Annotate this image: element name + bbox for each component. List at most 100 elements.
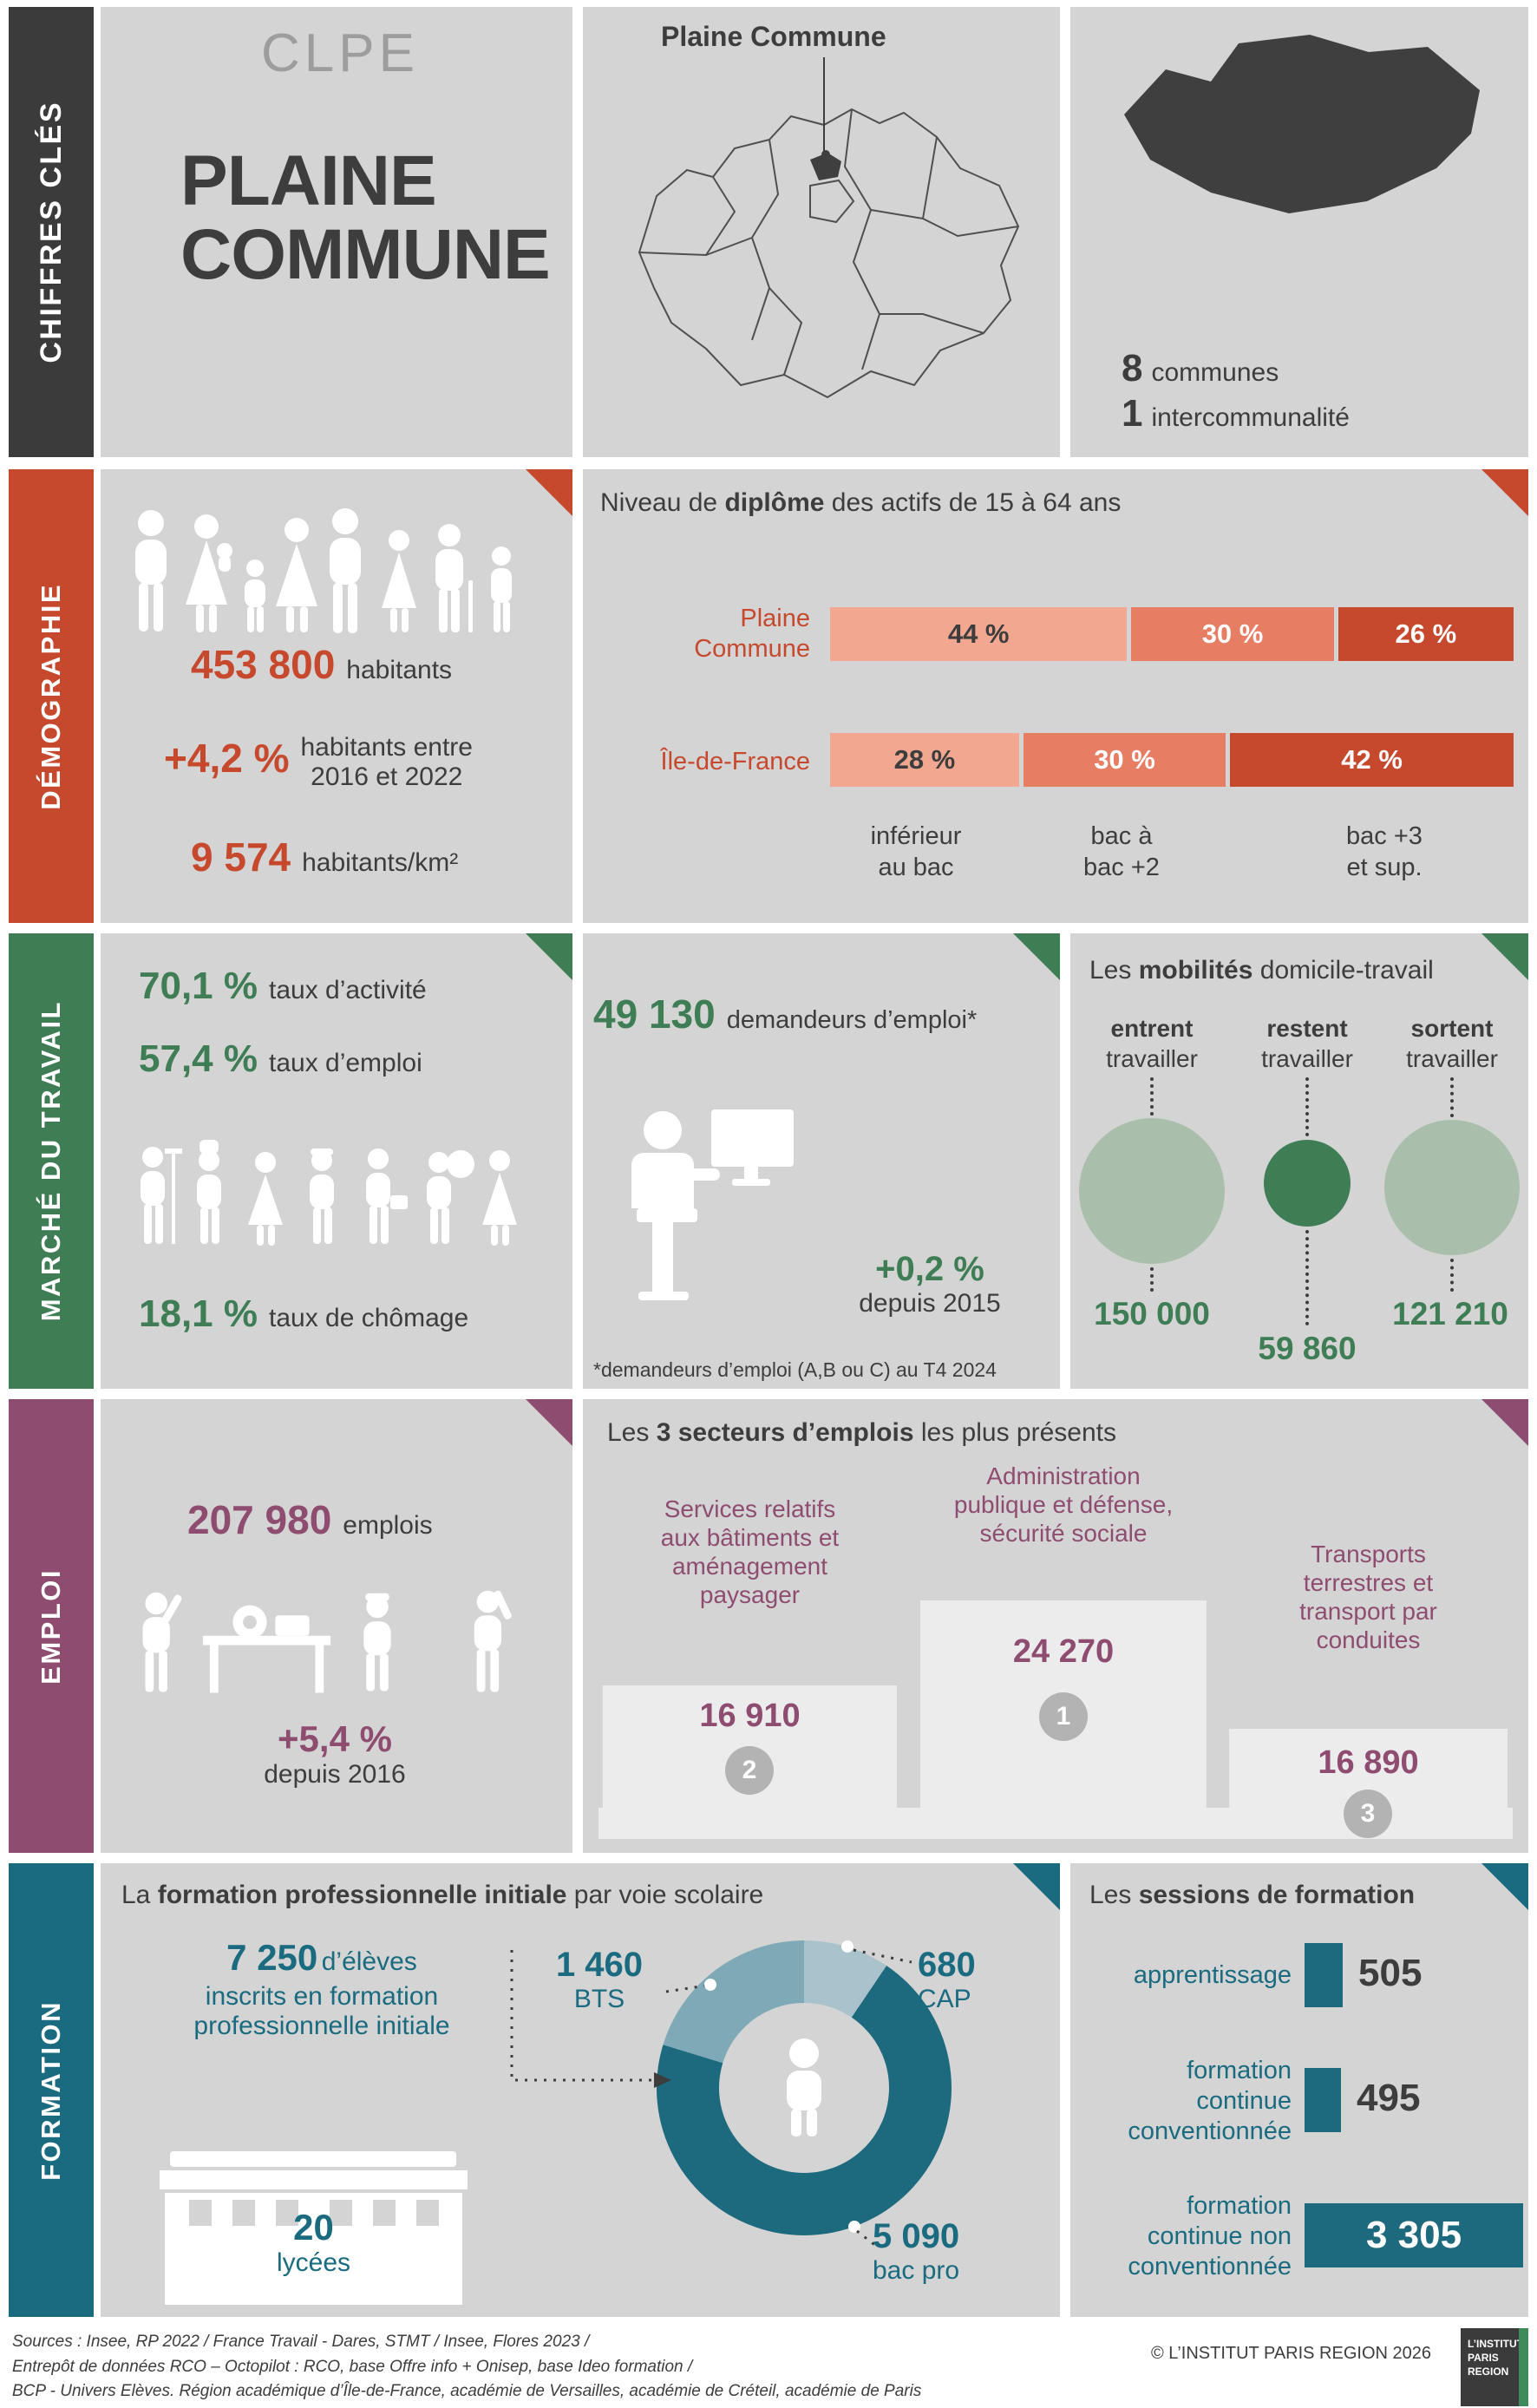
taux-activite-value: 70,1 % bbox=[139, 965, 258, 1007]
demandeurs-evolution-value: +0,2 % bbox=[875, 1250, 984, 1288]
formation-non-conventionnee-bar: 3 305 bbox=[1305, 2203, 1523, 2267]
habitants-value: 453 800 bbox=[191, 642, 336, 687]
dotted-line bbox=[1150, 1267, 1154, 1292]
emplois-panel: 207 980 emplois +5,4 % depuis 2016 bbox=[101, 1399, 572, 1853]
rank-badge-2: 2 bbox=[725, 1746, 774, 1795]
eleves-label2: inscrits en formation bbox=[205, 1982, 439, 2011]
formation-connectors bbox=[510, 1940, 912, 2248]
category-bac-bac2: bac à bac +2 bbox=[1083, 822, 1160, 882]
header-sidebar: CHIFFRES CLÉS bbox=[9, 7, 94, 457]
demandeurs-value: 49 130 bbox=[593, 991, 716, 1037]
title-panel: CLPE PLAINE COMMUNE bbox=[101, 7, 572, 457]
communes-value: 8 bbox=[1122, 347, 1143, 389]
taux-panel: 70,1 % taux d’activité 57,4 % taux d’emp… bbox=[101, 933, 572, 1389]
corner-triangle bbox=[526, 469, 572, 516]
sessions-panel: Les sessions de formation apprentissage … bbox=[1070, 1863, 1528, 2317]
secteur-3-value: 16 890 bbox=[1318, 1744, 1419, 1781]
evolution-habitants-value: +4,2 % bbox=[164, 736, 290, 781]
demandeurs-panel: 49 130 demandeurs d’emploi* +0,2 % depui… bbox=[583, 933, 1060, 1389]
bts-label: BTS bbox=[573, 1985, 625, 2013]
dotted-line bbox=[1450, 1259, 1454, 1292]
territory-panel: 8 communes 1 intercommunalité bbox=[1070, 7, 1528, 457]
formation-non-conventionnee-label: formation continue non conventionnée bbox=[1128, 2192, 1292, 2280]
taux-emploi-value: 57,4 % bbox=[139, 1037, 258, 1080]
copyright: © L’INSTITUT PARIS REGION 2026 bbox=[1151, 2344, 1431, 2363]
bacpro-label: bac pro bbox=[873, 2256, 960, 2285]
bts-value: 1 460 bbox=[555, 1946, 644, 1984]
idf-map bbox=[638, 57, 1020, 399]
formation-conventionnee-bar bbox=[1305, 2068, 1341, 2132]
bar-segment: 44 % bbox=[830, 607, 1128, 661]
marche-sidebar: MARCHÉ DU TRAVAIL bbox=[9, 933, 94, 1389]
demandeurs-label: demandeurs d’emploi* bbox=[726, 1006, 978, 1034]
taux-activite-label: taux d’activité bbox=[268, 976, 427, 1004]
institut-paris-region-logo: L’INSTITUT PARIS REGION bbox=[1461, 2328, 1528, 2406]
eleves-label3: professionnelle initiale bbox=[193, 2012, 450, 2040]
formation-initiale-title: La formation professionnelle initiale pa… bbox=[121, 1881, 764, 1909]
evolution-habitants-label1: habitants entre bbox=[300, 733, 473, 762]
secteur-2-value: 16 910 bbox=[699, 1698, 801, 1734]
cap-label: CAP bbox=[918, 1985, 971, 2013]
demandeurs-evolution-label: depuis 2015 bbox=[859, 1289, 1001, 1318]
student-icon bbox=[787, 2038, 821, 2136]
evolution-habitants-label2: 2016 et 2022 bbox=[311, 762, 463, 791]
marche-label: MARCHÉ DU TRAVAIL bbox=[36, 1000, 66, 1322]
apprentissage-label: apprentissage bbox=[1133, 1961, 1292, 1989]
diplome-title: Niveau de diplôme des actifs de 15 à 64 … bbox=[600, 488, 1122, 517]
apprentissage-value: 505 bbox=[1358, 1952, 1423, 1994]
territory-shape bbox=[1124, 35, 1480, 213]
emplois-evolution-label: depuis 2016 bbox=[264, 1760, 406, 1789]
bar-segment: 30 % bbox=[1023, 733, 1226, 787]
habitants-label: habitants bbox=[346, 656, 453, 684]
row-label-idf: Île-de-France bbox=[660, 748, 810, 775]
interco-value: 1 bbox=[1122, 392, 1143, 435]
mobilites-col-entrent: entrent travailler bbox=[1106, 1015, 1198, 1072]
secteur-1-label: Administration publique et défense, sécu… bbox=[953, 1462, 1174, 1548]
donut-hole bbox=[719, 2003, 889, 2173]
eleves-value: 7 250 bbox=[226, 1937, 318, 1978]
entrent-circle bbox=[1079, 1118, 1225, 1264]
diplome-panel: Niveau de diplôme des actifs de 15 à 64 … bbox=[583, 469, 1528, 923]
bar-segment: 28 % bbox=[830, 733, 1019, 787]
corner-triangle bbox=[526, 933, 572, 980]
lycees-label: lycées bbox=[276, 2248, 351, 2277]
job-seeker-icon bbox=[631, 1109, 794, 1300]
mobilites-col-restent: restent travailler bbox=[1261, 1015, 1353, 1072]
page-title-line2: COMMUNE bbox=[180, 215, 551, 295]
entrent-value: 150 000 bbox=[1094, 1296, 1210, 1332]
secteurs-panel: Les 3 secteurs d’emplois les plus présen… bbox=[583, 1399, 1528, 1853]
diploma-bar-idf: 28 % 30 % 42 % bbox=[830, 733, 1514, 787]
taux-emploi-label: taux d’emploi bbox=[268, 1049, 422, 1077]
logo-green-stripe bbox=[1519, 2328, 1528, 2406]
emplois-evolution-value: +5,4 % bbox=[278, 1718, 392, 1759]
secteur-1-value: 24 270 bbox=[1012, 1633, 1115, 1670]
map-panel: Plaine Commune bbox=[583, 7, 1060, 457]
formation-donut-chart bbox=[657, 1940, 952, 2235]
formation-conventionnee-value: 495 bbox=[1357, 2077, 1421, 2119]
page-title-line1: PLAINE bbox=[180, 141, 437, 220]
category-bac3-sup: bac +3 et sup. bbox=[1346, 822, 1423, 882]
industry-icons bbox=[142, 1590, 512, 1693]
category-inferieur-bac: inférieur au bac bbox=[870, 822, 962, 882]
restent-value: 59 860 bbox=[1258, 1331, 1357, 1366]
emplois-label: emplois bbox=[343, 1511, 433, 1540]
mobilites-col-sortent: sortent travailler bbox=[1406, 1015, 1498, 1072]
apprentissage-bar bbox=[1305, 1943, 1343, 2007]
family-icons bbox=[135, 508, 512, 633]
demographie-label: DÉMOGRAPHIE bbox=[36, 582, 66, 810]
dotted-line bbox=[1305, 1230, 1309, 1325]
dotted-line bbox=[1450, 1077, 1454, 1117]
demographie-sidebar: DÉMOGRAPHIE bbox=[9, 469, 94, 923]
restent-circle bbox=[1264, 1140, 1351, 1227]
corner-triangle bbox=[1481, 469, 1528, 516]
corner-triangle bbox=[526, 1399, 572, 1446]
mobilites-panel: Les mobilités domicile-travail entrent t… bbox=[1070, 933, 1528, 1389]
formation-sidebar: FORMATION bbox=[9, 1863, 94, 2317]
emploi-label: EMPLOI bbox=[36, 1567, 66, 1685]
demandeurs-footnote: *demandeurs d’emploi (A,B ou C) au T4 20… bbox=[593, 1358, 997, 1381]
school-icon bbox=[160, 2151, 468, 2305]
sessions-title: Les sessions de formation bbox=[1089, 1881, 1416, 1909]
emploi-sidebar: EMPLOI bbox=[9, 1399, 94, 1853]
densite-label: habitants/km² bbox=[302, 848, 459, 877]
